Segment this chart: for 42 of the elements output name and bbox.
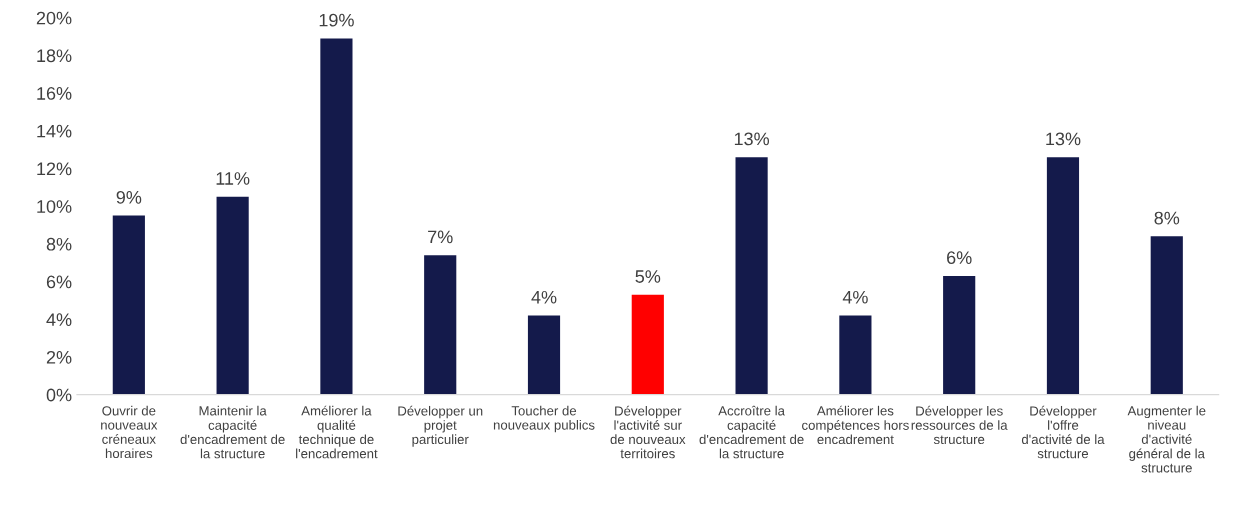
- y-tick-label: 14%: [37, 124, 72, 138]
- y-tick-label: 18%: [37, 49, 72, 63]
- bar: [216, 196, 249, 395]
- y-tick-label: 16%: [37, 87, 72, 100]
- data-label: 13%: [734, 132, 770, 146]
- x-tick-label: Développer les ressources de la structure: [911, 405, 1008, 445]
- y-tick-label: 4%: [46, 313, 72, 326]
- data-label: 9%: [116, 190, 142, 204]
- y-tick-label: 20%: [36, 11, 72, 25]
- bar: [631, 294, 664, 395]
- y-tick-label: 10%: [37, 200, 72, 213]
- x-tick-label: Maintenir la capacité d'encadrement de la structure: [180, 405, 285, 459]
- x-tick-label: Augmenter le niveau d'activité général de la structure: [1127, 405, 1206, 473]
- data-label: 4%: [842, 290, 868, 304]
- x-tick-label: Développer l'offre d'activité de la structure: [1021, 405, 1105, 459]
- y-tick-label: 12%: [37, 162, 72, 176]
- bar: [1046, 157, 1080, 395]
- bar: [839, 315, 872, 395]
- y-tick-label: 8%: [46, 237, 72, 251]
- bar: [527, 315, 561, 395]
- data-label: 7%: [428, 230, 453, 244]
- data-label: 11%: [216, 172, 250, 185]
- data-label: 19%: [319, 13, 354, 27]
- bar: [424, 255, 457, 395]
- x-tick-label: Ouvrir de nouveaux créneaux horaires: [101, 405, 158, 459]
- data-label: 8%: [1154, 211, 1180, 225]
- bar: [1150, 236, 1183, 395]
- data-label: 4%: [531, 290, 557, 304]
- y-tick-label: 0%: [46, 388, 72, 402]
- bar: [943, 275, 976, 395]
- x-tick-label: Améliorer la qualité technique de l'encadrement: [296, 405, 378, 459]
- bar: [735, 157, 768, 395]
- x-tick-label: Toucher de nouveaux publics: [493, 405, 595, 433]
- x-tick-label: Développer un projet particulier: [398, 405, 483, 447]
- data-label: 5%: [635, 270, 661, 283]
- x-tick-label: Développer l'activité sur de nouveaux territoires: [610, 405, 686, 459]
- y-tick-label: 2%: [46, 350, 72, 364]
- y-tick-label: 6%: [46, 275, 72, 289]
- bar: [112, 215, 145, 395]
- bar: [320, 38, 353, 395]
- data-label: 13%: [1046, 132, 1081, 146]
- data-label: 6%: [947, 251, 972, 265]
